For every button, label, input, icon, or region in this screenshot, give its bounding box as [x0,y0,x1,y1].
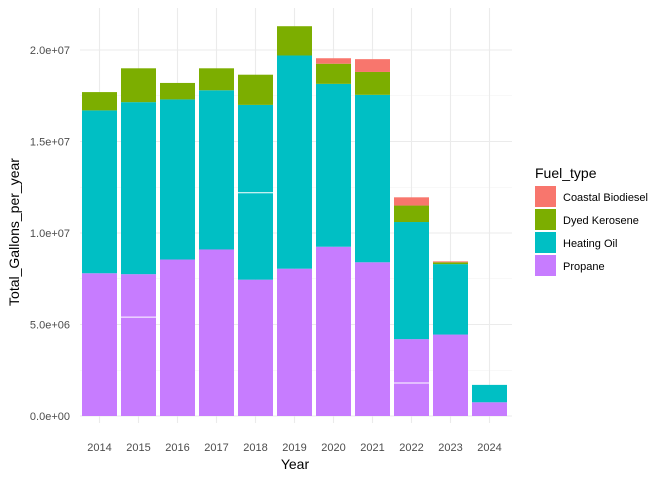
legend-label: Coastal Biodiesel [563,192,648,204]
x-tick-label: 2024 [477,442,501,454]
bar-segment-heating-oil [199,90,234,250]
bar-segment-propane [121,274,156,416]
bar-segment-coastal-biodiesel [433,261,468,263]
legend-title: Fuel_type [535,165,597,181]
bar-segment-propane [316,246,351,416]
legend: Fuel_type Coastal Biodiesel Dyed Kerosene… [535,165,648,276]
y-tick-label: 1.0e+07 [30,228,70,240]
bar-segment-propane [160,259,195,416]
legend-key [535,255,556,276]
bar-segment-heating-oil [121,102,156,275]
bars [82,26,507,416]
y-tick-label: 2.0e+07 [30,45,70,57]
legend-key [535,232,556,253]
bar-segment-propane [238,279,273,416]
bar-segment-propane [277,268,312,416]
bar-segment-dyed-kerosene [316,63,351,84]
bar-segment-propane [433,334,468,416]
bar-segment-propane [472,402,507,416]
bar-segment-coastal-biodiesel [316,58,351,64]
legend-label: Propane [563,261,605,273]
x-tick-label: 2022 [399,442,423,454]
bar-segment-dyed-kerosene [394,205,429,223]
bar-segment-dyed-kerosene [355,71,390,95]
legend-label: Dyed Kerosene [563,215,639,227]
bar-segment-propane [394,339,429,416]
bar-segment-dyed-kerosene [433,262,468,265]
bar-segment-coastal-biodiesel [394,197,429,206]
legend-key [535,209,556,230]
bar-segment-coastal-biodiesel [355,59,390,72]
y-tick-label: 0.0e+00 [30,411,70,423]
x-tick-label: 2014 [87,442,111,454]
bar-segment-dyed-kerosene [277,26,312,56]
x-tick-label: 2020 [321,442,345,454]
x-axis-title: Year [281,456,310,472]
legend-label: Heating Oil [563,238,617,250]
bar-segment-heating-oil [316,83,351,247]
bar-segment-propane [199,249,234,416]
legend-key [535,186,556,207]
y-axis-ticks: 0.0e+00 5.0e+06 1.0e+07 1.5e+07 2.0e+07 [30,45,70,423]
x-tick-label: 2015 [126,442,150,454]
bar-segment-dyed-kerosene [82,92,117,111]
y-axis-title: Total_Gallons_per_year [6,158,22,306]
bar-segment-heating-oil [472,384,507,403]
x-tick-label: 2016 [165,442,189,454]
x-tick-label: 2019 [282,442,306,454]
bar-segment-heating-oil [160,99,195,260]
bar-segment-dyed-kerosene [199,68,234,91]
x-axis-ticks: 2014 2015 2016 2017 2018 2019 2020 2021 2022 2023… [87,442,501,454]
y-tick-label: 1.5e+07 [30,137,70,149]
x-tick-label: 2018 [243,442,267,454]
bar-segment-dyed-kerosene [121,68,156,103]
bar-segment-heating-oil [355,94,390,263]
bar-segment-heating-oil [394,222,429,340]
bar-segment-propane [355,262,390,416]
x-tick-label: 2021 [360,442,384,454]
bar-segment-dyed-kerosene [160,82,195,100]
bar-segment-heating-oil [277,55,312,269]
bar-segment-propane [82,273,117,416]
bar-segment-heating-oil [82,110,117,274]
y-tick-label: 5.0e+06 [30,320,70,332]
bar-segment-heating-oil [433,264,468,335]
x-tick-label: 2023 [438,442,462,454]
x-tick-label: 2017 [204,442,228,454]
bar-segment-dyed-kerosene [238,74,273,105]
